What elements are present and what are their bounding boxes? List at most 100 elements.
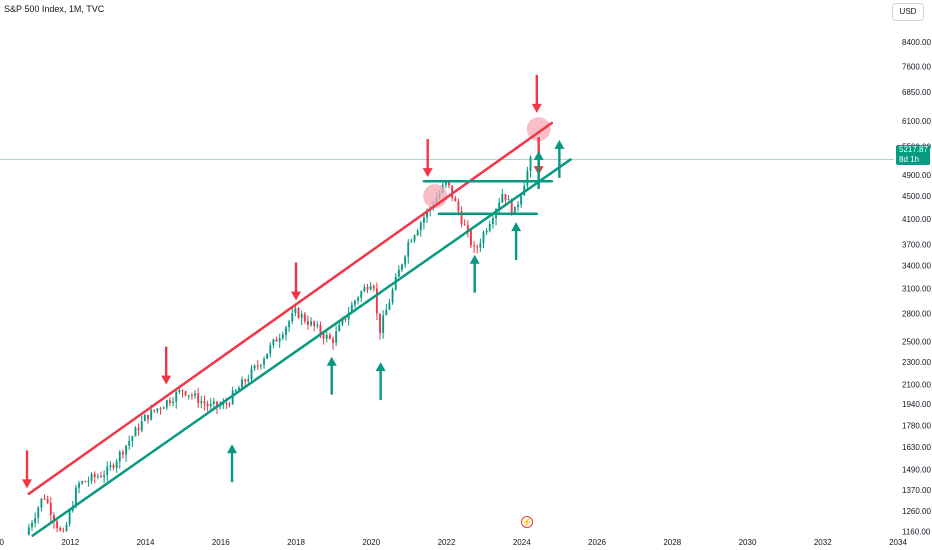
candle-body (520, 195, 523, 205)
time-tick-label: 2012 (61, 538, 79, 547)
candle-body (319, 324, 322, 334)
candle-body (165, 400, 168, 408)
time-tick-label: 2016 (212, 538, 230, 547)
candle-body (247, 379, 250, 382)
candle-body (476, 246, 479, 248)
candle-body (131, 436, 134, 442)
candle-body (338, 324, 341, 332)
arrow-up-icon (326, 356, 337, 395)
candle-body (344, 318, 347, 320)
price-axis[interactable]: 8400.007600.006850.006100.005500.004900.… (902, 38, 931, 537)
candle-body (134, 427, 137, 437)
price-tick-label: 1940.00 (902, 400, 931, 409)
candle-body (285, 327, 287, 335)
candle-body (473, 245, 476, 247)
candle-body (187, 394, 190, 396)
tradingview-logo-icon[interactable]: ⚡ (521, 516, 533, 528)
time-axis[interactable]: 2010 2012 2014 2016 2018 2020 2022 2024 2026 2028… (0, 538, 907, 547)
candle-body (460, 211, 463, 225)
candle-body (27, 527, 30, 535)
trendline-resistance (27, 121, 554, 496)
time-tick-label: 2028 (663, 538, 681, 547)
candle-body (153, 409, 156, 411)
candle-body (228, 403, 231, 405)
candle-body (197, 393, 200, 404)
candle-body (140, 421, 143, 431)
candle-body (510, 199, 513, 214)
candle-body (341, 318, 344, 325)
price-tick-label: 3700.00 (902, 241, 931, 250)
candle-body (488, 223, 491, 231)
candle-body (147, 414, 149, 420)
candle-body (216, 401, 218, 407)
candle-body (269, 345, 272, 354)
candle-body (74, 487, 77, 507)
candle-body (37, 507, 40, 518)
candle-body (150, 409, 153, 420)
candle-body (451, 185, 454, 198)
candle-body (81, 481, 84, 484)
price-tick-label: 8400.00 (902, 38, 931, 47)
time-tick-label: 2014 (137, 538, 155, 547)
candle-body (53, 515, 55, 522)
trendlines (27, 121, 572, 537)
candle-body (369, 286, 372, 290)
price-tick-label: 3100.00 (902, 284, 931, 293)
candle-body (96, 476, 99, 478)
candle-body (463, 224, 466, 226)
candle-body (404, 256, 407, 265)
candle-body (156, 408, 159, 411)
time-tick-label: 2010 (0, 538, 4, 547)
candle-body (328, 334, 331, 339)
candle-body (49, 502, 52, 516)
candle-body (169, 400, 171, 403)
candle-body (244, 379, 247, 382)
candle-body (266, 353, 269, 359)
candle-body (300, 314, 303, 318)
candle-body (454, 197, 457, 202)
candle-body (84, 481, 87, 483)
candle-body (181, 389, 184, 392)
price-tick-label: 2300.00 (902, 358, 931, 367)
time-tick-label: 2018 (287, 538, 305, 547)
time-tick-label: 2034 (889, 538, 907, 547)
candle-body (419, 222, 422, 231)
candle-body (410, 240, 413, 243)
currency-button[interactable]: USD (892, 3, 924, 21)
candle-body (306, 321, 309, 325)
candle-body (372, 286, 375, 289)
candle-body (172, 401, 175, 403)
candle-body (194, 393, 196, 396)
price-tick-label: 3400.00 (902, 261, 931, 270)
candle-body (466, 225, 469, 231)
candle-body (416, 230, 419, 236)
candle-body (297, 308, 300, 318)
candle-body (291, 313, 294, 322)
candle-body (128, 441, 131, 446)
candle-body (40, 498, 43, 508)
candle-body (397, 269, 400, 277)
time-tick-label: 2024 (513, 538, 531, 547)
arrow-up-icon (533, 151, 544, 190)
candle-body (87, 480, 90, 482)
candle-body (162, 407, 165, 409)
arrow-up-icon (554, 139, 565, 178)
candle-body (382, 315, 385, 334)
candle-body (391, 289, 394, 303)
candle-body (62, 530, 65, 532)
candle-body (178, 389, 181, 393)
candle-body (43, 498, 46, 500)
candle-body (212, 401, 215, 404)
candle-body (350, 304, 353, 313)
candle-body (137, 427, 140, 431)
price-tick-label: 6100.00 (902, 117, 931, 126)
arrow-up-icon (375, 362, 386, 401)
candle-body (31, 522, 33, 528)
candle-body (479, 243, 482, 248)
arrow-down-icon (291, 262, 301, 301)
candle-body (237, 387, 240, 390)
candle-body (385, 309, 388, 316)
candle-body (529, 157, 532, 171)
candle-body (507, 199, 510, 201)
